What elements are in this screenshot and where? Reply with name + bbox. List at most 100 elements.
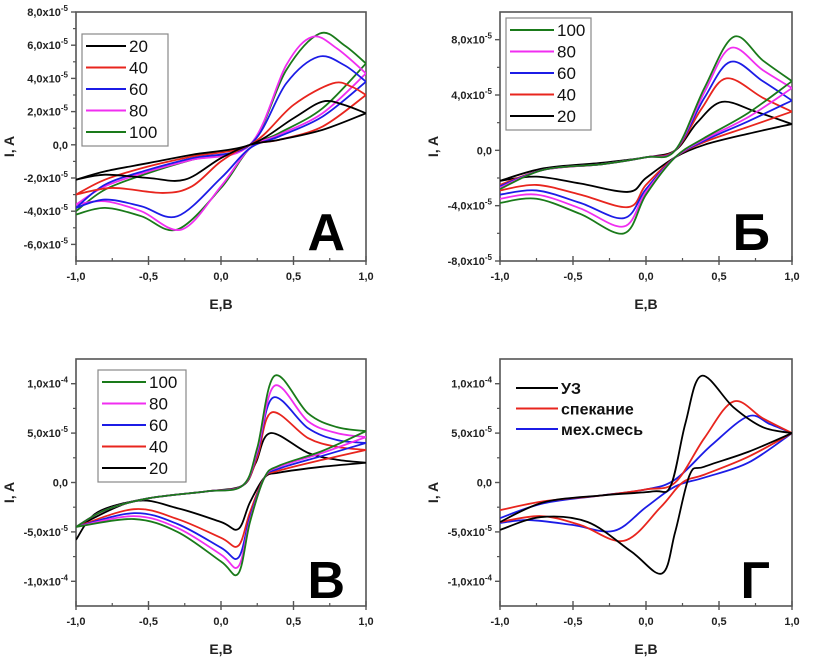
- x-tick-label: -0,5: [139, 271, 158, 283]
- panel-B: -1,0 -0,5 0,0 0,5 1,0 -8,0x10-5 -4,0x10-5 0,0 4,…: [425, 11, 800, 312]
- y-tick-label: -4,0x10-5: [24, 203, 69, 218]
- y-tick-label: 1,0x10-4: [27, 376, 68, 391]
- series-80-reverse-sweep: [500, 87, 792, 228]
- legend-label: 100: [557, 21, 585, 40]
- y-tick-label: 2,0x10-5: [27, 104, 68, 119]
- legend-label: 20: [557, 107, 576, 126]
- y-tick-label: 0,0: [53, 140, 68, 152]
- series-60-reverse-sweep: [76, 81, 366, 219]
- legend: УЗ спекание мех.смесь: [516, 381, 643, 439]
- legend-label: 40: [149, 438, 168, 457]
- legend-label: 100: [129, 123, 157, 142]
- y-tick-label: 0,0: [477, 145, 492, 157]
- legend-label: 80: [149, 395, 168, 414]
- y-tick-label: -6,0x10-5: [24, 236, 69, 251]
- y-axis-title: I, A: [425, 136, 441, 157]
- series-group: [76, 31, 366, 232]
- x-tick-label: 0,5: [711, 616, 726, 628]
- series-100-reverse-sweep: [500, 80, 792, 235]
- series-20-reverse-sweep: [76, 112, 366, 182]
- series-спекание-forward-sweep: [500, 400, 792, 512]
- panel-letter: А: [307, 204, 345, 262]
- legend: 100 80 60 40 20: [505, 17, 592, 131]
- y-axis-title: I, A: [425, 482, 441, 503]
- legend-label: УЗ: [561, 381, 581, 398]
- y-tick-label: 6,0x10-5: [27, 37, 68, 52]
- y-tick-label: -4,0x10-5: [448, 198, 493, 213]
- panel-letter: Г: [741, 552, 770, 610]
- y-tick-label: 4,0x10-5: [451, 87, 492, 102]
- y-tick-label: 8,0x10-5: [451, 32, 492, 47]
- series-60-reverse-sweep: [76, 442, 366, 560]
- x-axis-title: E,B: [634, 641, 657, 657]
- x-tick-label: -0,5: [139, 616, 158, 628]
- series-спекание-reverse-sweep: [500, 432, 792, 543]
- x-tick-label: 0,0: [638, 616, 653, 628]
- y-tick-label: 4,0x10-5: [27, 70, 68, 85]
- series-100-forward-sweep: [76, 374, 366, 528]
- legend-label: спекание: [561, 402, 634, 419]
- x-tick-label: 1,0: [784, 271, 799, 283]
- y-tick-label: 5,0x10-5: [27, 425, 68, 440]
- legend-label: 80: [129, 102, 148, 121]
- y-tick-label: -1,0x10-4: [448, 573, 493, 588]
- series-40-reverse-sweep: [500, 110, 792, 209]
- y-tick-label: -5,0x10-5: [24, 524, 69, 539]
- series-80-reverse-sweep: [76, 72, 366, 231]
- legend-label: 60: [557, 64, 576, 83]
- series-group: [76, 374, 366, 577]
- legend-label: 60: [149, 416, 168, 435]
- y-tick-label: -8,0x10-5: [448, 253, 493, 268]
- y-axis-title: I, A: [1, 482, 17, 503]
- series-20-reverse-sweep: [76, 461, 366, 531]
- x-tick-label: 0,0: [638, 271, 653, 283]
- x-tick-label: 1,0: [358, 616, 373, 628]
- y-tick-label: 1,0x10-4: [451, 376, 492, 391]
- series-100-forward-sweep: [500, 35, 792, 190]
- series-40-reverse-sweep: [76, 94, 366, 196]
- x-tick-label: -0,5: [564, 616, 583, 628]
- x-axis-title: E,B: [634, 296, 657, 312]
- y-tick-label: 0,0: [477, 478, 492, 490]
- panel-C: -1,0 -0,5 0,0 0,5 1,0 -1,0x10-4 -5,0x10-5 0,0 5,…: [1, 358, 374, 657]
- panel-letter: В: [307, 552, 345, 610]
- x-tick-label: -1,0: [491, 616, 510, 628]
- legend: 100 80 60 40 20: [97, 369, 187, 483]
- series-group: [500, 374, 792, 575]
- x-axis-title: E,B: [209, 296, 232, 312]
- x-axis-title: E,B: [209, 641, 232, 657]
- legend-label: 80: [557, 43, 576, 62]
- series-group: [500, 35, 792, 235]
- x-tick-label: -1,0: [67, 271, 86, 283]
- series-100-reverse-sweep: [76, 430, 366, 577]
- series-мех.смесь-reverse-sweep: [500, 432, 792, 533]
- series-60-reverse-sweep: [500, 99, 792, 220]
- series-40-reverse-sweep: [76, 449, 366, 548]
- y-tick-label: 8,0x10-5: [27, 4, 68, 19]
- legend: 20 40 60 80 100: [81, 33, 169, 147]
- legend-label: 20: [149, 459, 168, 478]
- legend-label: мех.смесь: [561, 422, 643, 439]
- legend-label: 40: [129, 59, 148, 78]
- panel-A: -1,0 -0,5 0,0 0,5 1,0 -6,0x10-5 -4,0x10-5 -2,0x…: [1, 4, 374, 312]
- x-tick-label: 0,0: [213, 616, 228, 628]
- x-tick-label: -1,0: [491, 271, 510, 283]
- x-tick-label: 0,5: [711, 271, 726, 283]
- x-tick-label: -1,0: [67, 616, 86, 628]
- panel-letter: Б: [733, 204, 770, 262]
- y-tick-label: 0,0: [53, 478, 68, 490]
- panel-D: -1,0 -0,5 0,0 0,5 1,0 -1,0x10-4 -5,0x10-5 0,0 5,…: [425, 358, 800, 657]
- y-tick-label: 5,0x10-5: [451, 425, 492, 440]
- series-20-reverse-sweep: [500, 123, 792, 193]
- legend-label: 40: [557, 86, 576, 105]
- x-tick-label: 1,0: [358, 271, 373, 283]
- x-tick-label: 0,0: [213, 271, 228, 283]
- series-мех.смесь-forward-sweep: [500, 414, 792, 519]
- series-УЗ-reverse-sweep: [500, 432, 792, 575]
- legend-label: 60: [129, 80, 148, 99]
- y-tick-label: -1,0x10-4: [24, 573, 69, 588]
- x-tick-label: -0,5: [564, 271, 583, 283]
- series-УЗ-forward-sweep: [500, 374, 792, 523]
- legend-label: 100: [149, 373, 177, 392]
